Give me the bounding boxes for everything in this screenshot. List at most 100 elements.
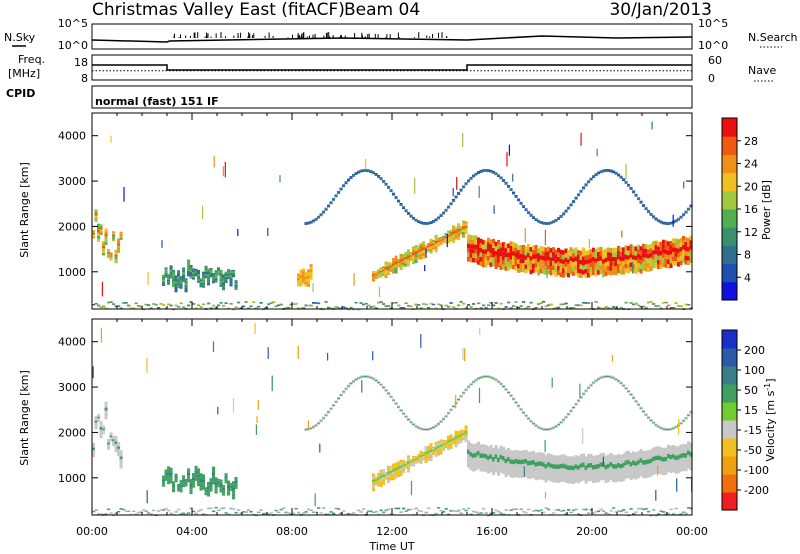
heatmap-cell — [109, 435, 113, 438]
heatmap-cell — [532, 455, 536, 460]
heatmap-cell — [482, 376, 486, 378]
heatmap-cell — [402, 208, 406, 209]
heatmap-cell — [664, 254, 668, 259]
heatmap-cell — [464, 388, 468, 390]
heatmap-cell — [392, 474, 396, 478]
heatmap-cell — [322, 212, 326, 214]
heatmap-cell — [432, 220, 436, 221]
heatmap-cell — [444, 241, 448, 244]
heatmap-cell — [387, 480, 391, 484]
heatmap-cell — [402, 460, 406, 463]
heatmap-cell — [634, 264, 638, 270]
heatmap-cell — [187, 265, 191, 268]
heatmap-cell — [184, 285, 188, 288]
heatmap-noise-cell — [493, 205, 495, 214]
heatmap-cell — [417, 250, 421, 253]
heatmap-cell — [417, 247, 421, 251]
heatmap-cell — [122, 508, 126, 510]
heatmap-cell — [684, 251, 688, 256]
heatmap-cell — [144, 303, 148, 305]
heatmap-cell — [544, 270, 548, 275]
heatmap-cell — [554, 464, 558, 469]
heatmap-cell — [97, 513, 101, 515]
heatmap-cell — [434, 234, 438, 238]
heatmap-cell — [457, 437, 461, 440]
heatmap-cell — [632, 191, 636, 193]
heatmap-cell — [409, 216, 413, 218]
heatmap-cell — [614, 266, 618, 271]
heatmap-cell — [109, 259, 113, 261]
heatmap-cell — [532, 250, 536, 255]
heatmap-cell — [499, 445, 503, 451]
heatmap-cell — [99, 225, 103, 228]
heatmap-cell — [489, 170, 493, 172]
heatmap-cell — [464, 227, 468, 230]
heatmap-cell — [222, 490, 226, 492]
heatmap-cell — [522, 258, 526, 264]
heatmap-cell — [652, 447, 656, 453]
heatmap-cell — [622, 261, 626, 266]
heatmap-cell — [492, 171, 496, 173]
heatmap-cell — [592, 176, 596, 178]
heatmap-cell — [227, 269, 231, 271]
heatmap-cell — [462, 431, 466, 434]
heatmap-cell — [652, 422, 656, 424]
heatmap-cell — [534, 424, 538, 426]
heatmap-cell — [614, 261, 618, 267]
heatmap-cell — [494, 255, 498, 260]
heatmap-cell — [564, 415, 568, 417]
heatmap-cell — [572, 408, 576, 409]
heatmap-cell — [567, 263, 571, 269]
heatmap-cell — [372, 279, 376, 282]
heatmap-cell — [524, 210, 528, 212]
heatmap-cell — [604, 375, 608, 377]
heatmap-cell — [632, 398, 636, 400]
heatmap-cell — [427, 223, 431, 225]
heatmap-cell — [352, 381, 356, 383]
heatmap-cell — [487, 256, 491, 261]
heatmap-cell — [534, 457, 538, 463]
heatmap-cell — [644, 455, 648, 461]
heatmap-cell — [377, 484, 381, 487]
heatmap-cell — [574, 477, 578, 483]
heatmap-cell — [314, 424, 318, 426]
heatmap-cell — [422, 223, 426, 225]
heatmap-cell — [227, 480, 231, 483]
heatmap-cell — [527, 465, 531, 470]
heatmap-cell — [604, 248, 608, 254]
heatmap-cell — [357, 171, 361, 173]
heatmap-cell — [179, 276, 183, 279]
heatmap-cell — [179, 482, 183, 485]
heatmap-cell — [612, 459, 616, 464]
heatmap-cell — [379, 472, 383, 476]
heatmap-cell — [544, 459, 548, 465]
heatmap-cell — [512, 193, 516, 195]
heatmap-cell — [567, 469, 571, 475]
heatmap-cell — [544, 468, 548, 474]
heatmap-cell — [569, 251, 573, 257]
heatmap-cell — [394, 403, 398, 405]
heatmap-cell — [677, 446, 681, 451]
heatmap-cell — [679, 217, 683, 219]
heatmap-cell — [514, 196, 518, 198]
heatmap-cell — [494, 241, 498, 247]
heatmap-cell — [114, 441, 118, 445]
heatmap-cell — [522, 206, 526, 208]
heatmap-cell — [417, 257, 421, 260]
heatmap-cell — [547, 255, 551, 261]
heatmap-cell — [209, 276, 213, 278]
heatmap-cell — [644, 253, 648, 258]
heatmap-cell — [637, 403, 641, 405]
heatmap-cell — [552, 256, 556, 261]
heatmap-cell — [449, 408, 453, 410]
heatmap-cell — [622, 476, 626, 482]
heatmap-cell — [397, 466, 401, 470]
heatmap-cell — [542, 429, 546, 431]
heatmap-cell — [424, 223, 428, 224]
heatmap-cell — [572, 407, 576, 408]
heatmap-cell — [187, 473, 191, 476]
heatmap-cell — [497, 175, 501, 177]
heatmap-cell — [94, 418, 98, 421]
heatmap-cell — [359, 377, 363, 379]
heatmap-cell — [364, 302, 368, 304]
